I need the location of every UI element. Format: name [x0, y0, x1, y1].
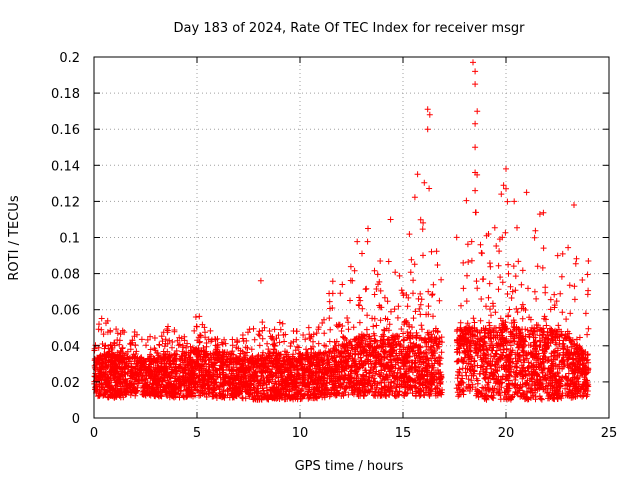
y-axis-label: ROTI / TECUs	[7, 195, 22, 280]
y-tick-label: 0.14	[51, 159, 80, 174]
y-tick-label: 0.02	[51, 376, 80, 391]
y-tick-label: 0	[72, 412, 80, 427]
x-tick-label: 0	[90, 426, 98, 441]
y-tick-label: 0.18	[51, 87, 80, 102]
y-tick-label: 0.04	[51, 340, 80, 355]
y-tick-label: 0.06	[51, 304, 80, 319]
chart-title: Day 183 of 2024, Rate Of TEC Index for r…	[174, 21, 526, 36]
x-tick-label: 20	[498, 426, 515, 441]
y-tick-label: 0.2	[59, 51, 80, 66]
roti-point-markers	[91, 59, 592, 403]
x-axis-label: GPS time / hours	[295, 459, 404, 474]
y-tick-label: 0.08	[51, 268, 80, 283]
y-tick-label: 0.1	[59, 232, 80, 247]
x-tick-label: 5	[193, 426, 201, 441]
data-points	[91, 59, 592, 403]
y-tick-label: 0.16	[51, 123, 80, 138]
x-tick-label: 25	[601, 426, 618, 441]
x-tick-label: 10	[292, 426, 309, 441]
y-tick-label: 0.12	[51, 195, 80, 210]
axis-ticks: 0 5 10 15 20 25 0 0.02 0.04 0.06 0.08 0.1 0.12 0.14 0.…	[51, 51, 617, 441]
x-tick-label: 15	[395, 426, 412, 441]
